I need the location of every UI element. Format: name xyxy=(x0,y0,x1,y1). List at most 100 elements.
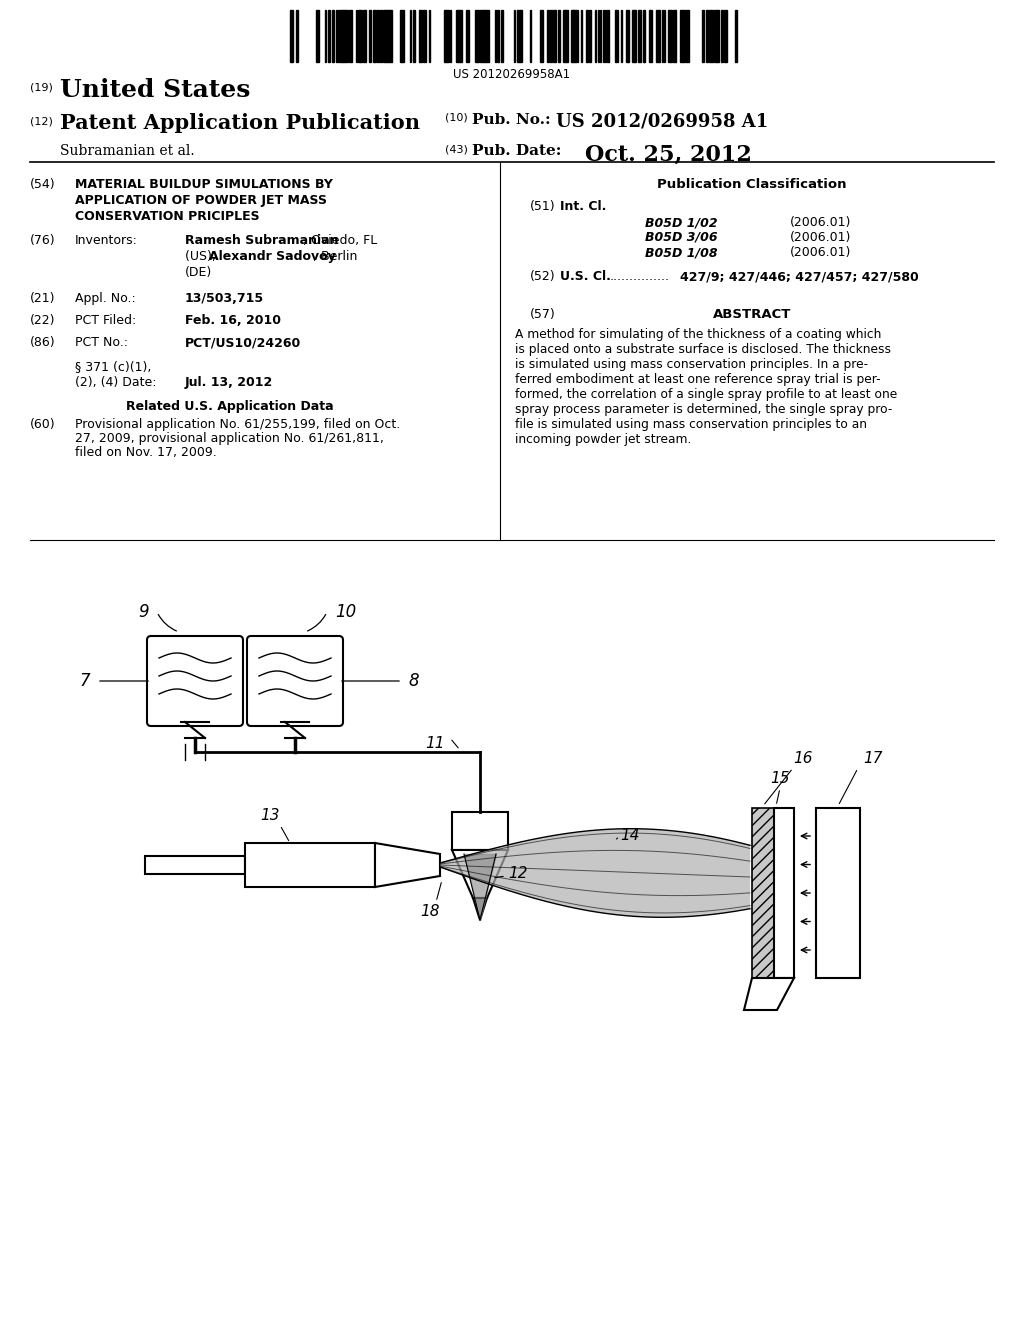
Text: Ramesh Subramanian: Ramesh Subramanian xyxy=(185,234,339,247)
Text: (19): (19) xyxy=(30,82,53,92)
Bar xyxy=(497,11,499,62)
Text: 427/9; 427/446; 427/457; 427/580: 427/9; 427/446; 427/457; 427/580 xyxy=(680,271,919,282)
FancyBboxPatch shape xyxy=(247,636,343,726)
Text: (2006.01): (2006.01) xyxy=(790,246,851,259)
Text: U.S. Cl.: U.S. Cl. xyxy=(560,271,611,282)
Text: incoming powder jet stream.: incoming powder jet stream. xyxy=(515,433,691,446)
Polygon shape xyxy=(744,978,794,1010)
Bar xyxy=(383,11,386,62)
Bar xyxy=(680,11,684,62)
Text: filed on Nov. 17, 2009.: filed on Nov. 17, 2009. xyxy=(75,446,217,459)
Bar xyxy=(413,11,415,62)
Bar xyxy=(687,11,689,62)
Text: Publication Classification: Publication Classification xyxy=(657,178,847,191)
Bar xyxy=(573,11,575,62)
Text: Int. Cl.: Int. Cl. xyxy=(560,201,606,213)
Bar xyxy=(388,11,390,62)
Bar xyxy=(445,11,447,62)
Bar xyxy=(615,11,618,62)
Text: 16: 16 xyxy=(794,751,813,766)
Bar xyxy=(423,11,426,62)
Bar xyxy=(362,11,366,62)
Text: CONSERVATION PRICIPLES: CONSERVATION PRICIPLES xyxy=(75,210,260,223)
Bar xyxy=(550,11,552,62)
Text: ferred embodiment at least one reference spray trial is per-: ferred embodiment at least one reference… xyxy=(515,374,881,385)
Text: US 20120269958A1: US 20120269958A1 xyxy=(454,69,570,81)
Text: Subramanian et al.: Subramanian et al. xyxy=(60,144,195,158)
Bar xyxy=(484,11,486,62)
Polygon shape xyxy=(452,850,508,898)
Text: APPLICATION OF POWDER JET MASS: APPLICATION OF POWDER JET MASS xyxy=(75,194,327,207)
Text: (86): (86) xyxy=(30,337,55,348)
Text: (60): (60) xyxy=(30,418,55,432)
Text: 13: 13 xyxy=(260,808,280,822)
Text: § 371 (c)(1),: § 371 (c)(1), xyxy=(75,360,152,374)
Bar xyxy=(626,11,629,62)
Bar xyxy=(349,11,351,62)
Bar xyxy=(402,11,404,62)
Bar xyxy=(501,11,503,62)
Text: Provisional application No. 61/255,199, filed on Oct.: Provisional application No. 61/255,199, … xyxy=(75,418,400,432)
Bar xyxy=(714,11,717,62)
Bar xyxy=(816,808,860,978)
Bar xyxy=(486,11,489,62)
Text: (DE): (DE) xyxy=(185,267,212,279)
Bar xyxy=(607,11,609,62)
Text: Alexandr Sadovoy: Alexandr Sadovoy xyxy=(209,249,336,263)
Bar xyxy=(709,11,713,62)
Bar xyxy=(456,11,458,62)
Text: US 2012/0269958 A1: US 2012/0269958 A1 xyxy=(556,114,768,131)
Text: 7: 7 xyxy=(80,672,90,690)
Bar xyxy=(668,11,672,62)
Bar xyxy=(344,11,348,62)
Text: 10: 10 xyxy=(335,603,356,620)
Text: (76): (76) xyxy=(30,234,55,247)
Text: ...............: ............... xyxy=(610,271,670,282)
Bar xyxy=(419,11,422,62)
Text: Patent Application Publication: Patent Application Publication xyxy=(60,114,420,133)
Bar xyxy=(553,11,556,62)
Bar xyxy=(390,11,392,62)
Bar xyxy=(360,11,362,62)
Bar xyxy=(145,855,245,874)
Text: (2), (4) Date:: (2), (4) Date: xyxy=(75,376,157,389)
Bar xyxy=(540,11,543,62)
Bar xyxy=(377,11,379,62)
Text: B05D 3/06: B05D 3/06 xyxy=(645,231,718,244)
Bar xyxy=(481,11,484,62)
Text: is placed onto a substrate surface is disclosed. The thickness: is placed onto a substrate surface is di… xyxy=(515,343,891,356)
Text: 11: 11 xyxy=(425,737,444,751)
Text: (52): (52) xyxy=(530,271,556,282)
Text: 15: 15 xyxy=(770,771,790,785)
Text: (2006.01): (2006.01) xyxy=(790,231,851,244)
Text: Feb. 16, 2010: Feb. 16, 2010 xyxy=(185,314,281,327)
Text: 13/503,715: 13/503,715 xyxy=(185,292,264,305)
Bar xyxy=(656,11,659,62)
Bar xyxy=(632,11,634,62)
Text: Inventors:: Inventors: xyxy=(75,234,138,247)
Text: Pub. No.:: Pub. No.: xyxy=(472,114,551,127)
Bar xyxy=(702,11,705,62)
Bar xyxy=(634,11,636,62)
Bar xyxy=(477,11,479,62)
Text: 9: 9 xyxy=(138,603,150,620)
Text: PCT Filed:: PCT Filed: xyxy=(75,314,136,327)
FancyBboxPatch shape xyxy=(147,636,243,726)
Text: Related U.S. Application Data: Related U.S. Application Data xyxy=(126,400,334,413)
Text: PCT/US10/24260: PCT/US10/24260 xyxy=(185,337,301,348)
Bar xyxy=(336,11,338,62)
Bar xyxy=(373,11,376,62)
Polygon shape xyxy=(473,898,487,920)
Text: formed, the correlation of a single spray profile to at least one: formed, the correlation of a single spra… xyxy=(515,388,897,401)
Text: B05D 1/08: B05D 1/08 xyxy=(645,246,718,259)
Bar xyxy=(721,11,723,62)
Text: United States: United States xyxy=(60,78,251,102)
Bar xyxy=(296,11,298,62)
Text: (21): (21) xyxy=(30,292,55,305)
Text: ABSTRACT: ABSTRACT xyxy=(713,308,792,321)
Bar xyxy=(558,11,560,62)
Bar xyxy=(452,812,508,850)
Text: B05D 1/02: B05D 1/02 xyxy=(645,216,718,228)
Text: (US);: (US); xyxy=(185,249,220,263)
Text: 17: 17 xyxy=(863,751,883,766)
